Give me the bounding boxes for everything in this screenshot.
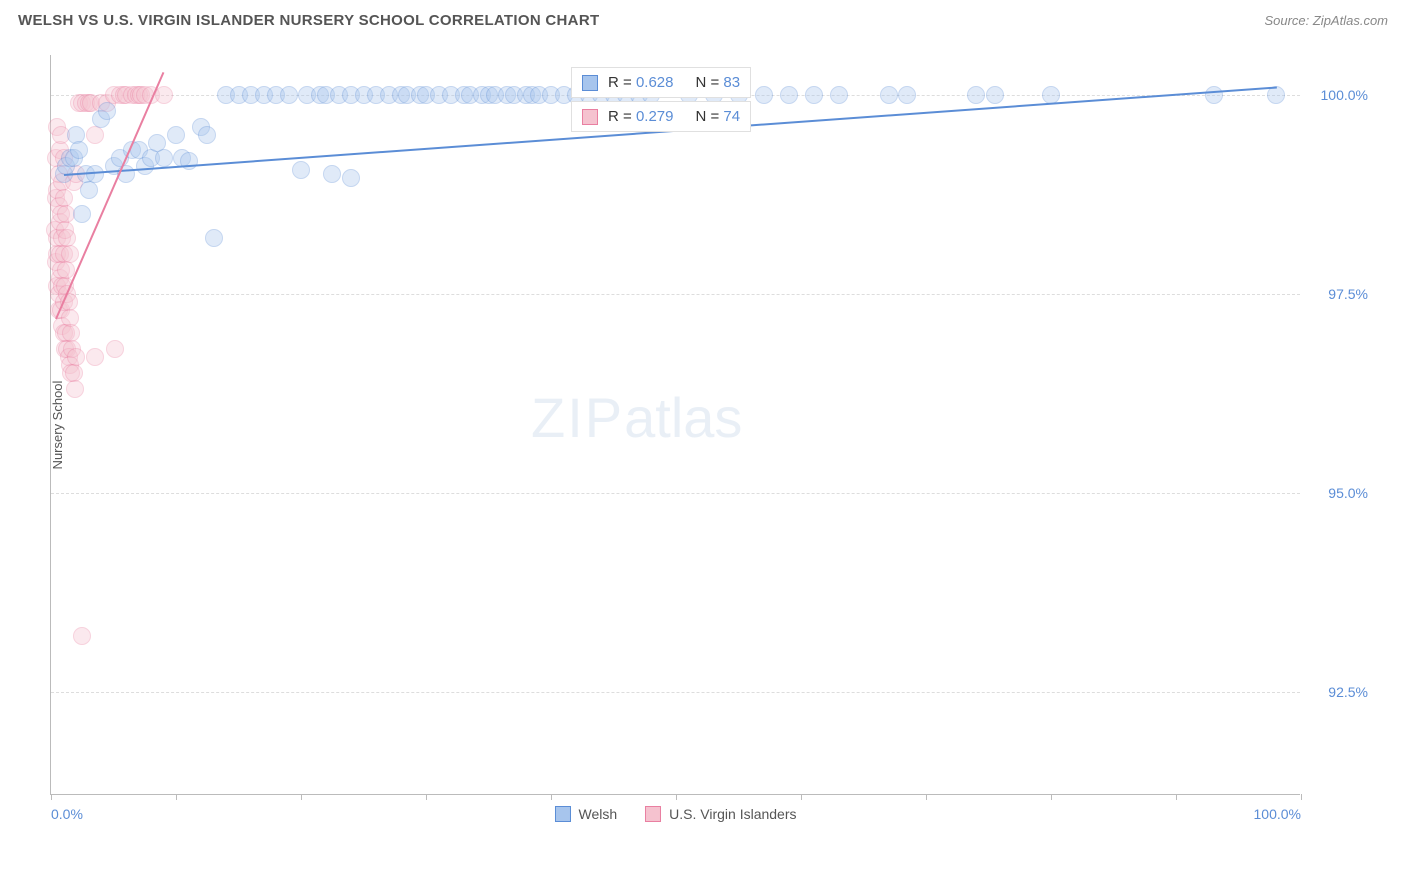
stat-box: R = 0.628 N = 83 (571, 67, 751, 98)
scatter-marker (98, 102, 116, 120)
x-tick (301, 794, 302, 800)
x-tick (801, 794, 802, 800)
scatter-marker (755, 86, 773, 104)
legend-swatch-icon (645, 806, 661, 822)
scatter-marker (86, 126, 104, 144)
scatter-marker (805, 86, 823, 104)
legend-label: Welsh (578, 806, 617, 822)
stat-swatch-icon (582, 75, 598, 91)
y-tick-label: 95.0% (1328, 485, 1368, 501)
scatter-marker (830, 86, 848, 104)
scatter-marker (167, 126, 185, 144)
stat-n-value: 83 (723, 74, 740, 91)
x-tick (51, 794, 52, 800)
gridline (51, 493, 1300, 494)
scatter-marker (967, 86, 985, 104)
scatter-marker (67, 348, 85, 366)
gridline (51, 692, 1300, 693)
scatter-marker (106, 340, 124, 358)
scatter-marker (292, 161, 310, 179)
stat-n-label: N = 83 (695, 74, 740, 91)
scatter-marker (1205, 86, 1223, 104)
scatter-marker (73, 205, 91, 223)
stat-r-label: R = 0.279 (608, 108, 673, 125)
chart-source: Source: ZipAtlas.com (1264, 13, 1388, 28)
watermark-atlas: atlas (624, 386, 742, 449)
chart-title: WELSH VS U.S. VIRGIN ISLANDER NURSERY SC… (18, 12, 599, 29)
gridline (51, 294, 1300, 295)
scatter-marker (880, 86, 898, 104)
scatter-marker (780, 86, 798, 104)
x-tick (676, 794, 677, 800)
x-tick (1301, 794, 1302, 800)
scatter-marker (70, 141, 88, 159)
watermark-zip: ZIP (531, 386, 624, 449)
legend: Welsh U.S. Virgin Islanders (554, 806, 796, 822)
scatter-marker (80, 181, 98, 199)
stat-n-value: 74 (723, 108, 740, 125)
scatter-marker (73, 627, 91, 645)
scatter-marker (205, 229, 223, 247)
scatter-marker (155, 149, 173, 167)
scatter-marker (323, 165, 341, 183)
scatter-marker (280, 86, 298, 104)
x-tick (1176, 794, 1177, 800)
legend-swatch-icon (554, 806, 570, 822)
chart-header: WELSH VS U.S. VIRGIN ISLANDER NURSERY SC… (0, 0, 1406, 37)
stat-r-value: 0.279 (636, 108, 674, 125)
legend-item: U.S. Virgin Islanders (645, 806, 796, 822)
y-axis-label: Nursery School (50, 380, 65, 469)
legend-label: U.S. Virgin Islanders (669, 806, 796, 822)
scatter-marker (61, 245, 79, 263)
x-tick-label: 0.0% (51, 806, 83, 822)
stat-r-label: R = 0.628 (608, 74, 673, 91)
x-tick (426, 794, 427, 800)
x-tick (926, 794, 927, 800)
legend-item: Welsh (554, 806, 617, 822)
scatter-marker (1042, 86, 1060, 104)
scatter-marker (66, 380, 84, 398)
scatter-marker (986, 86, 1004, 104)
scatter-marker (86, 165, 104, 183)
y-tick-label: 92.5% (1328, 684, 1368, 700)
stat-box: R = 0.279 N = 74 (571, 101, 751, 132)
x-tick (176, 794, 177, 800)
x-tick (1051, 794, 1052, 800)
stat-n-label: N = 74 (695, 108, 740, 125)
chart-container: Nursery School ZIPatlas 92.5% 95.0% 97.5% 1… (50, 55, 1380, 825)
scatter-marker (86, 348, 104, 366)
x-tick (551, 794, 552, 800)
y-tick-label: 100.0% (1321, 87, 1368, 103)
scatter-marker (898, 86, 916, 104)
stat-swatch-icon (582, 109, 598, 125)
scatter-marker (342, 169, 360, 187)
x-tick-label: 100.0% (1254, 806, 1301, 822)
watermark: ZIPatlas (531, 385, 742, 450)
scatter-marker (198, 126, 216, 144)
stat-r-value: 0.628 (636, 74, 674, 91)
plot-area: Nursery School ZIPatlas 92.5%95.0%97.5%1… (50, 55, 1300, 795)
y-tick-label: 97.5% (1328, 286, 1368, 302)
